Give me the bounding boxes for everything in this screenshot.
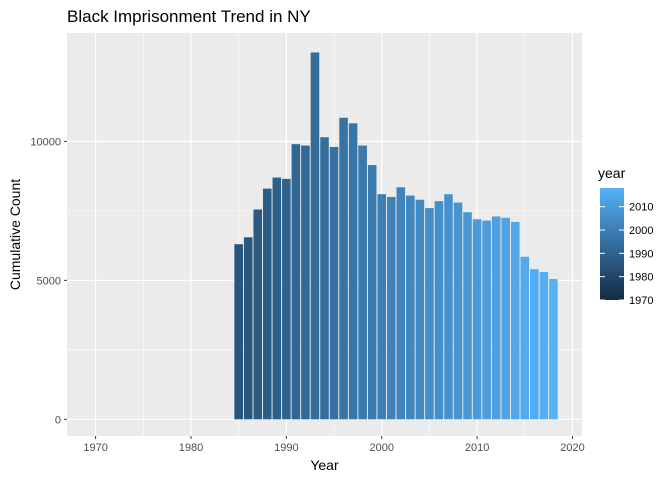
bar-1985 — [234, 244, 243, 420]
legend-tick-label: 2010 — [629, 202, 653, 214]
legend-tick-label: 1970 — [629, 295, 653, 307]
bar-1993 — [310, 52, 320, 420]
bar-2016 — [530, 269, 539, 420]
bar-1990 — [282, 178, 291, 420]
chart-title: Black Imprisonment Trend in NY — [67, 7, 311, 26]
bar-2018 — [549, 278, 558, 420]
bar-1995 — [329, 146, 339, 420]
legend-tick-label: 1990 — [629, 248, 653, 260]
bar-1992 — [301, 145, 310, 420]
bar-1994 — [320, 137, 329, 420]
x-axis-title: Year — [310, 457, 339, 473]
bar-2007 — [444, 194, 453, 420]
y-tick-label: 10000 — [30, 136, 61, 148]
bar-1998 — [358, 145, 367, 420]
x-tick-label: 1980 — [179, 442, 203, 454]
bar-2003 — [406, 195, 415, 420]
bars — [234, 52, 558, 420]
legend-ticks: 1970 1980 1990 2000 2010 — [600, 202, 653, 307]
x-tick-label: 1990 — [274, 442, 298, 454]
bar-2013 — [501, 217, 510, 420]
x-tick-label: 2020 — [560, 442, 584, 454]
bar-2001 — [386, 196, 396, 420]
legend-tick-label: 1980 — [629, 272, 653, 284]
bar-2010 — [472, 219, 482, 420]
bar-2009 — [463, 212, 472, 420]
bar-1989 — [272, 177, 282, 420]
bar-1997 — [348, 123, 358, 420]
x-tick-label: 1970 — [83, 442, 107, 454]
bar-2005 — [425, 208, 434, 420]
y-axis: 0 5000 10000 — [30, 136, 67, 426]
legend-colorbar — [600, 188, 624, 300]
bar-1988 — [262, 188, 272, 420]
x-axis: 1970 1980 1990 2000 2010 2020 — [83, 436, 585, 454]
y-tick-label: 5000 — [37, 275, 61, 287]
bar-2008 — [453, 202, 463, 420]
bar-2006 — [434, 201, 444, 420]
legend-title: year — [598, 165, 626, 181]
bar-2002 — [396, 187, 406, 420]
bar-2014 — [510, 221, 520, 420]
x-tick-label: 2010 — [465, 442, 489, 454]
legend-tick-label: 2000 — [629, 225, 653, 237]
bar-2017 — [539, 272, 549, 420]
bar-2012 — [491, 216, 501, 420]
bar-1987 — [253, 209, 263, 420]
bar-1999 — [367, 165, 377, 420]
x-tick-label: 2000 — [369, 442, 393, 454]
bar-2011 — [482, 220, 491, 420]
y-axis-title: Cumulative Count — [7, 179, 23, 290]
bar-2000 — [377, 194, 387, 420]
bar-2015 — [520, 256, 530, 420]
bar-2004 — [415, 199, 425, 420]
bar-1991 — [291, 144, 301, 420]
bar-1996 — [339, 117, 348, 420]
y-tick-label: 0 — [55, 414, 61, 426]
bar-1986 — [243, 237, 253, 420]
legend: year 1970 1980 1990 2000 2010 — [598, 165, 653, 307]
